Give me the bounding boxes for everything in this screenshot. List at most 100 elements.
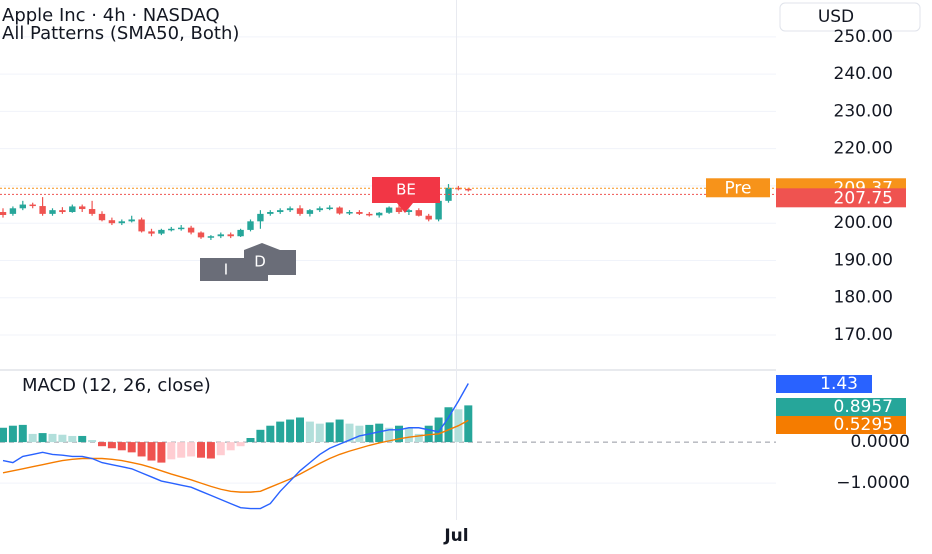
histogram-bar xyxy=(18,424,27,443)
histogram-bar xyxy=(78,435,87,443)
histogram-bar xyxy=(315,423,324,443)
candle-body xyxy=(138,219,145,232)
candle-body xyxy=(207,236,215,238)
y-tick-label: 170.00 xyxy=(834,325,893,345)
candle-body xyxy=(98,213,106,221)
histogram-bar xyxy=(385,427,394,443)
candle-body xyxy=(69,206,76,213)
candle-body xyxy=(29,204,36,207)
histogram-bar xyxy=(147,442,156,461)
y-tick-label: 180.00 xyxy=(834,288,893,308)
macd-tag xyxy=(776,416,906,434)
histogram-bar xyxy=(345,423,354,443)
candle-body xyxy=(88,209,96,214)
currency-button[interactable] xyxy=(779,2,921,32)
candle-body xyxy=(158,229,165,234)
histogram-bar xyxy=(434,417,443,443)
y-tick-label: 190.00 xyxy=(834,250,893,270)
histogram-bar xyxy=(424,425,433,443)
candle-body xyxy=(356,212,363,214)
candle-body xyxy=(237,229,244,237)
macd-tag-label: 0.8957 xyxy=(834,397,893,417)
histogram-bar xyxy=(395,425,403,443)
candle-body xyxy=(168,228,175,231)
histogram-bar xyxy=(236,442,245,447)
histogram-bar xyxy=(296,417,304,443)
candle-body xyxy=(405,210,413,213)
candle-body xyxy=(19,204,26,209)
last-price-label: 207.75 xyxy=(834,188,893,208)
candle-body xyxy=(187,227,195,233)
y-tick-label: 250.00 xyxy=(834,27,893,47)
signal-line xyxy=(2,419,469,493)
histogram-bar xyxy=(157,442,166,463)
currency[interactable]: USD xyxy=(818,7,854,27)
candle-body xyxy=(148,231,155,234)
candle-body xyxy=(286,208,294,211)
macd-tag xyxy=(776,398,906,416)
y-tick-label: 240.00 xyxy=(834,64,893,84)
candle-body xyxy=(395,207,403,213)
histogram-bar xyxy=(88,440,97,443)
macd-tag xyxy=(776,375,872,393)
histogram-bar xyxy=(266,425,275,443)
histogram-bar xyxy=(414,433,423,443)
candle-body xyxy=(197,232,205,238)
candle-body xyxy=(425,215,432,220)
chart-subtitle: All Patterns (SMA50, Both) xyxy=(2,23,239,44)
candle-body xyxy=(39,206,46,214)
chart-title: Apple Inc · 4h · NASDAQ xyxy=(2,5,220,26)
annotation: I xyxy=(224,261,228,279)
candle-body xyxy=(435,200,442,220)
histogram-bar xyxy=(404,427,413,443)
histogram-bar xyxy=(98,442,106,447)
histogram-bar xyxy=(464,405,473,443)
candle-body xyxy=(79,206,86,210)
overlay: 170.00180.00190.00200.00210.00220.00230.… xyxy=(0,27,910,546)
grid xyxy=(0,0,776,520)
histogram-bar xyxy=(28,433,37,443)
histogram-bar xyxy=(444,407,453,443)
histogram-bar xyxy=(48,433,57,443)
histogram-bar xyxy=(325,422,334,443)
pre-tag-label: Pre xyxy=(724,178,751,198)
histogram-bar xyxy=(127,442,136,453)
histogram-bar xyxy=(58,434,67,443)
candle-body xyxy=(277,210,284,213)
y-tick-label: 230.00 xyxy=(834,101,893,121)
candle-body xyxy=(59,210,66,213)
candle-body xyxy=(118,221,125,224)
x-tick-label: Jul xyxy=(443,526,468,546)
candle-body xyxy=(336,207,343,214)
histogram-bar xyxy=(137,442,146,457)
histogram-bar xyxy=(305,421,314,443)
macd-tag-label: 1.43 xyxy=(820,374,858,394)
candle-body xyxy=(366,213,373,216)
candle-body xyxy=(385,207,393,213)
macd-line xyxy=(2,383,469,510)
candle-body xyxy=(217,234,224,237)
histogram-bar xyxy=(38,433,47,443)
histogram-bar xyxy=(246,438,255,443)
candle-body xyxy=(108,220,116,224)
candle-body xyxy=(178,227,185,230)
histogram-bar xyxy=(167,442,176,460)
candle-body xyxy=(9,208,17,214)
candle-body xyxy=(247,221,254,230)
candle-body xyxy=(465,188,472,191)
histogram-bar xyxy=(226,442,235,451)
candle-body xyxy=(455,187,462,190)
histogram-bar xyxy=(177,442,186,458)
histogram-bar xyxy=(0,427,7,443)
histogram-bar xyxy=(216,442,225,456)
histogram-bar xyxy=(187,442,196,457)
histogram-bar xyxy=(276,421,285,443)
histogram-bar xyxy=(117,442,126,451)
y-tick-label: 200.00 xyxy=(834,213,893,233)
candle-body xyxy=(326,207,333,210)
histogram-bar xyxy=(286,419,295,443)
histogram-bar xyxy=(197,442,205,458)
candle-body xyxy=(376,212,383,216)
macd-title: MACD (12, 26, close) xyxy=(22,375,211,396)
